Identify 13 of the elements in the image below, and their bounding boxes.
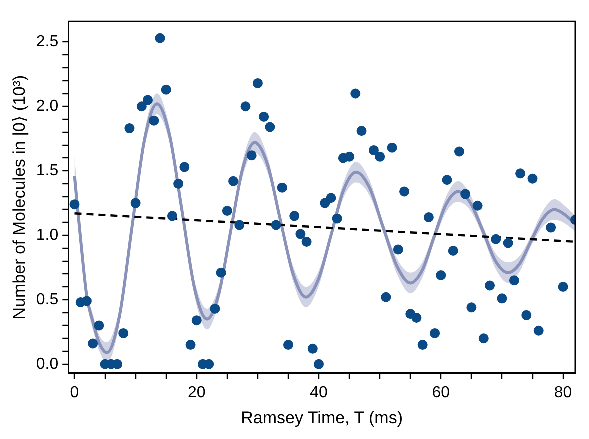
x-tick-label: 0 <box>70 384 80 402</box>
x-tick-label: 80 <box>554 384 572 402</box>
x-tick-label: 20 <box>188 384 206 402</box>
x-axis-title: Ramsey Time, T (ms) <box>241 408 403 428</box>
y-axis-title: Number of Molecules in |0⟩ (10³) <box>10 75 29 320</box>
y-tick-label: 1.5 <box>36 162 59 180</box>
y-tick-label: 2.5 <box>36 34 59 51</box>
y-tick-label: 0.0 <box>36 356 59 373</box>
x-tick-label: 60 <box>432 384 450 402</box>
y-tick-label: 0.5 <box>36 291 59 308</box>
y-tick-label: 2.0 <box>36 98 59 116</box>
y-tick-label: 1.0 <box>36 226 59 244</box>
x-tick-label: 40 <box>310 384 328 402</box>
